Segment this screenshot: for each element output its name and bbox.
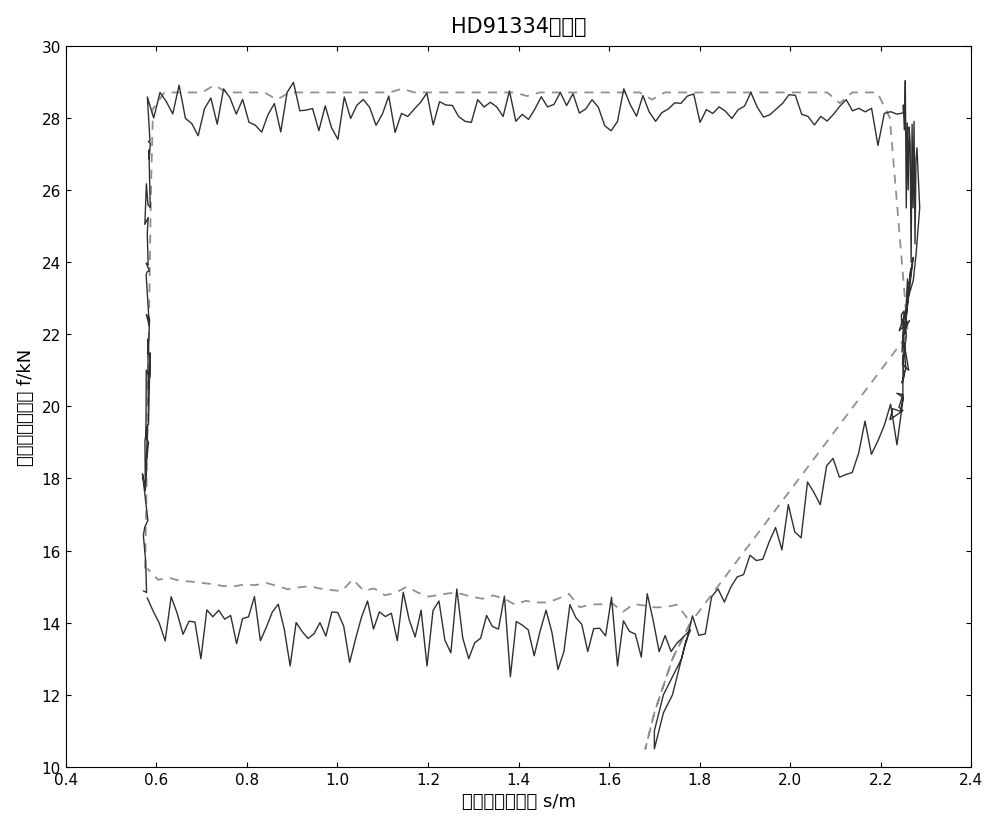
Title: HD91334示功图: HD91334示功图 xyxy=(451,17,586,36)
Y-axis label: 抽油机光杆载荷 f/kN: 抽油机光杆载荷 f/kN xyxy=(17,348,35,466)
X-axis label: 抽油机光杆位移 s/m: 抽油机光杆位移 s/m xyxy=(462,792,576,810)
